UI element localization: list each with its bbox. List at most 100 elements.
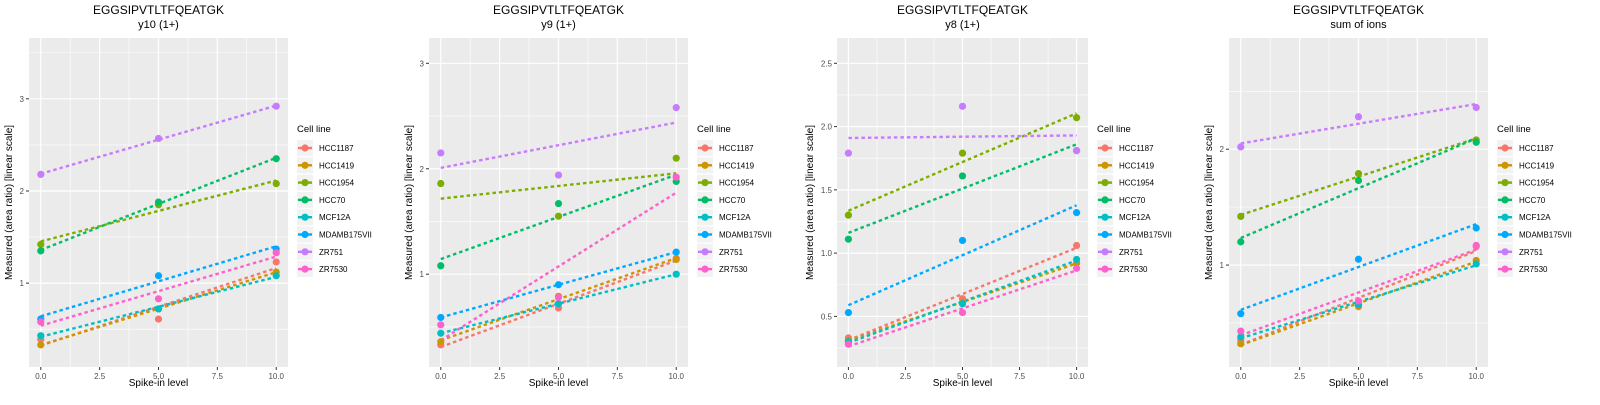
legend-item-hcc1954: HCC1954 — [697, 174, 755, 191]
data-point-zr7530 — [958, 308, 967, 317]
legend-key-point — [1101, 144, 1109, 152]
fit-line-mdamb175vii — [847, 204, 1078, 307]
legend-key-point — [301, 230, 309, 239]
data-point-hcc1187 — [154, 315, 163, 323]
data-point-hcc70 — [1354, 176, 1363, 185]
legend-label: HCC70 — [1119, 196, 1146, 205]
fit-line-zr751 — [1240, 102, 1477, 145]
y-tick-label: 0.5 — [821, 312, 833, 321]
data-point-hcc1954 — [672, 154, 680, 162]
legend-item-hcc1419: HCC1419 — [1497, 157, 1555, 174]
fit-line-zr7530 — [440, 191, 677, 342]
legend-label: HCC1954 — [1519, 179, 1555, 188]
legend-key-point — [701, 230, 709, 239]
legend-item-hcc70: HCC70 — [1097, 191, 1146, 208]
legend-label: ZR751 — [1119, 248, 1144, 257]
data-point-hcc70 — [1472, 138, 1480, 146]
data-point-zr751 — [437, 149, 445, 157]
data-point-mdamb175vii — [554, 281, 563, 289]
chart-subtitle: sum of ions — [1330, 19, 1387, 31]
data-point-zr7530 — [154, 295, 163, 303]
legend-label: MCF12A — [719, 213, 751, 222]
legend-label: ZR751 — [719, 248, 744, 257]
fit-line-mdamb175vii — [40, 245, 277, 318]
legend-key-point — [1101, 248, 1109, 256]
y-tick-label: 2 — [420, 165, 425, 174]
fit-line-hcc1954 — [440, 172, 677, 200]
data-point-zr751 — [554, 171, 563, 179]
chart-panel-4: 0.0 2.5 5.0 7.5 10.0 1 2 EGGSIPVTLTFQEATGK sum o… — [1204, 3, 1572, 389]
data-point-mcf12a — [154, 305, 163, 313]
legend-item-hcc70: HCC70 — [1497, 191, 1546, 208]
fit-line-zr751 — [848, 134, 1077, 140]
legend-item-mcf12a: MCF12A — [697, 209, 751, 226]
fit-line-mdamb175vii — [440, 250, 677, 319]
chart-title: EGGSIPVTLTFQEATGK — [493, 3, 624, 17]
legend-title: Cell line — [1497, 124, 1531, 135]
legend-label: ZR751 — [1519, 248, 1544, 257]
y-axis-label: Measured (area ratio) [linear scale] — [4, 125, 15, 280]
data-point-mcf12a — [958, 300, 967, 308]
x-tick-label: 0.0 — [843, 372, 855, 381]
y-tick-label: 1 — [1220, 261, 1225, 270]
y-tick-label: 2.0 — [821, 123, 833, 132]
x-axis-label: Spike-in level — [529, 378, 588, 389]
x-tick-label: 10.0 — [1468, 372, 1484, 381]
data-point-zr751 — [1237, 143, 1245, 151]
data-point-mdamb175vii — [154, 272, 163, 280]
legend-label: HCC1187 — [719, 144, 754, 153]
y-axis-label: Measured (area ratio) [linear scale] — [404, 125, 415, 280]
fit-line-mdamb175vii — [1240, 222, 1477, 311]
data-point-zr751 — [1472, 103, 1480, 112]
x-tick-label: 5.0 — [957, 372, 969, 381]
data-point-mdamb175vii — [1072, 209, 1081, 217]
y-tick-label: 1.5 — [821, 186, 833, 195]
legend-label: HCC70 — [1519, 196, 1546, 205]
data-point-mdamb175vii — [1237, 310, 1245, 318]
legend-label: MDAMB175VII — [1119, 231, 1172, 240]
legend-key-point — [301, 265, 309, 273]
legend-label: HCC1187 — [1519, 144, 1554, 153]
legend-key-point — [1101, 213, 1109, 221]
legend-label: ZR7530 — [1119, 265, 1148, 274]
fit-line-zr7530 — [1240, 248, 1477, 337]
legend-key-point — [1501, 213, 1509, 221]
legend-key-point — [1101, 265, 1109, 273]
data-point-hcc1954 — [1354, 169, 1363, 178]
y-tick-label: 2.5 — [821, 59, 833, 68]
data-point-zr7530 — [672, 173, 680, 181]
legend-key-point — [701, 179, 709, 187]
fit-line-mcf12a — [848, 259, 1077, 344]
data-point-mdamb175vii — [958, 236, 967, 245]
data-point-zr7530 — [272, 249, 280, 257]
chart-subtitle: y8 (1+) — [945, 19, 980, 31]
legend-label: ZR751 — [319, 248, 344, 257]
legend-item-hcc1187: HCC1187 — [1497, 140, 1554, 156]
legend: Cell line HCC1187 HCC1419 HCC1954 HCC70 MCF12… — [1097, 124, 1172, 278]
legend-item-hcc1419: HCC1419 — [1097, 157, 1155, 174]
y-axis-label: Measured (area ratio) [linear scale] — [805, 125, 816, 280]
data-point-hcc1954 — [844, 211, 853, 219]
data-point-mcf12a — [672, 270, 680, 278]
x-tick-label: 7.5 — [212, 372, 224, 381]
legend-item-mcf12a: MCF12A — [297, 209, 351, 226]
x-axis-label: Spike-in level — [129, 378, 188, 389]
data-point-hcc1954 — [958, 149, 967, 157]
y-tick-label: 3 — [20, 95, 25, 104]
legend-key-point — [701, 196, 709, 204]
legend-item-hcc1187: HCC1187 — [1097, 140, 1154, 156]
data-point-mcf12a — [1237, 333, 1245, 341]
data-point-hcc1187 — [1072, 241, 1081, 250]
data-point-mdamb175vii — [672, 248, 680, 256]
data-point-hcc1954 — [437, 179, 445, 188]
data-point-hcc70 — [37, 247, 45, 255]
data-point-zr751 — [1354, 113, 1363, 121]
data-point-zr751 — [154, 134, 163, 143]
x-tick-label: 0.0 — [435, 372, 447, 381]
legend-label: HCC1419 — [719, 161, 755, 170]
legend-key-point — [301, 161, 309, 169]
data-point-hcc70 — [437, 262, 445, 270]
data-point-zr751 — [844, 149, 853, 157]
x-tick-label: 10.0 — [668, 372, 684, 381]
data-point-hcc70 — [958, 172, 967, 180]
